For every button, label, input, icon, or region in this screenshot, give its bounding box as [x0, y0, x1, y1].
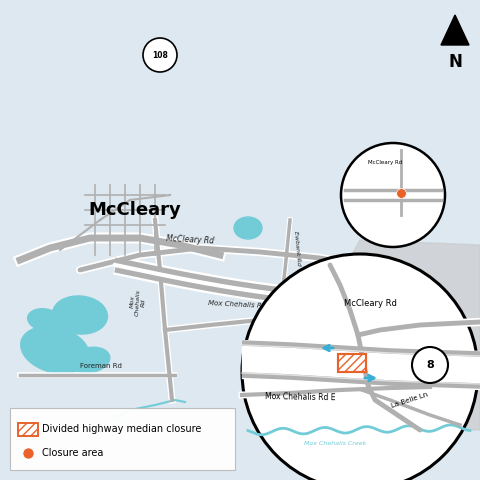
Text: Mox Chehalis Rd E: Mox Chehalis Rd E: [207, 300, 273, 309]
Ellipse shape: [21, 326, 89, 373]
Text: 8: 8: [426, 360, 434, 370]
Ellipse shape: [70, 347, 110, 373]
Circle shape: [412, 347, 448, 383]
Bar: [18, 423, 38, 436]
Circle shape: [341, 264, 369, 292]
Bar: [18, 423, 38, 436]
Bar: [338, 354, 366, 372]
Circle shape: [341, 143, 445, 247]
Circle shape: [143, 38, 177, 72]
Text: La Belle Ln: La Belle Ln: [391, 392, 429, 409]
Ellipse shape: [234, 217, 262, 239]
Text: Mox Chehalis Rd E: Mox Chehalis Rd E: [264, 392, 336, 402]
Text: N: N: [448, 53, 462, 71]
Text: Mox
Chehalis
Rd: Mox Chehalis Rd: [129, 288, 147, 316]
Text: Ewbank Rd: Ewbank Rd: [293, 231, 301, 266]
Text: Foreman Rd: Foreman Rd: [80, 363, 122, 369]
Polygon shape: [441, 15, 469, 45]
Text: Divided highway median closure: Divided highway median closure: [42, 424, 202, 434]
Ellipse shape: [52, 296, 108, 334]
Text: McCleary Rd: McCleary Rd: [368, 160, 402, 165]
Bar: [10, 408, 235, 470]
Bar: [338, 354, 366, 372]
Text: Closure area: Closure area: [42, 448, 103, 458]
Text: McCleary Rd: McCleary Rd: [344, 299, 396, 308]
Ellipse shape: [28, 309, 62, 331]
Circle shape: [242, 254, 478, 480]
Text: 8: 8: [352, 274, 358, 283]
Text: McCleary Rd: McCleary Rd: [166, 235, 214, 246]
Text: 108: 108: [152, 50, 168, 60]
Text: McCleary: McCleary: [89, 201, 181, 219]
Text: Mox Chehalis Creek: Mox Chehalis Creek: [304, 441, 366, 446]
Polygon shape: [255, 240, 480, 430]
